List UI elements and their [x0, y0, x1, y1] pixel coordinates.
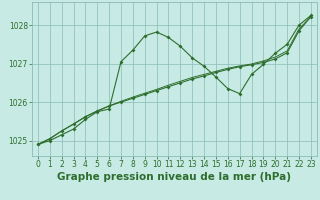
X-axis label: Graphe pression niveau de la mer (hPa): Graphe pression niveau de la mer (hPa) [57, 172, 292, 182]
